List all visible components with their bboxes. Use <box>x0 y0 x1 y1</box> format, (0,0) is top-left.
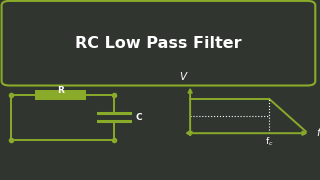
Text: V: V <box>180 72 187 82</box>
Text: R: R <box>57 86 64 95</box>
FancyBboxPatch shape <box>2 1 315 86</box>
Text: f: f <box>316 128 320 138</box>
Text: RC Low Pass Filter: RC Low Pass Filter <box>75 36 242 51</box>
Text: f$_c$: f$_c$ <box>265 135 274 148</box>
Bar <box>35 91 85 100</box>
Text: C: C <box>136 112 142 122</box>
